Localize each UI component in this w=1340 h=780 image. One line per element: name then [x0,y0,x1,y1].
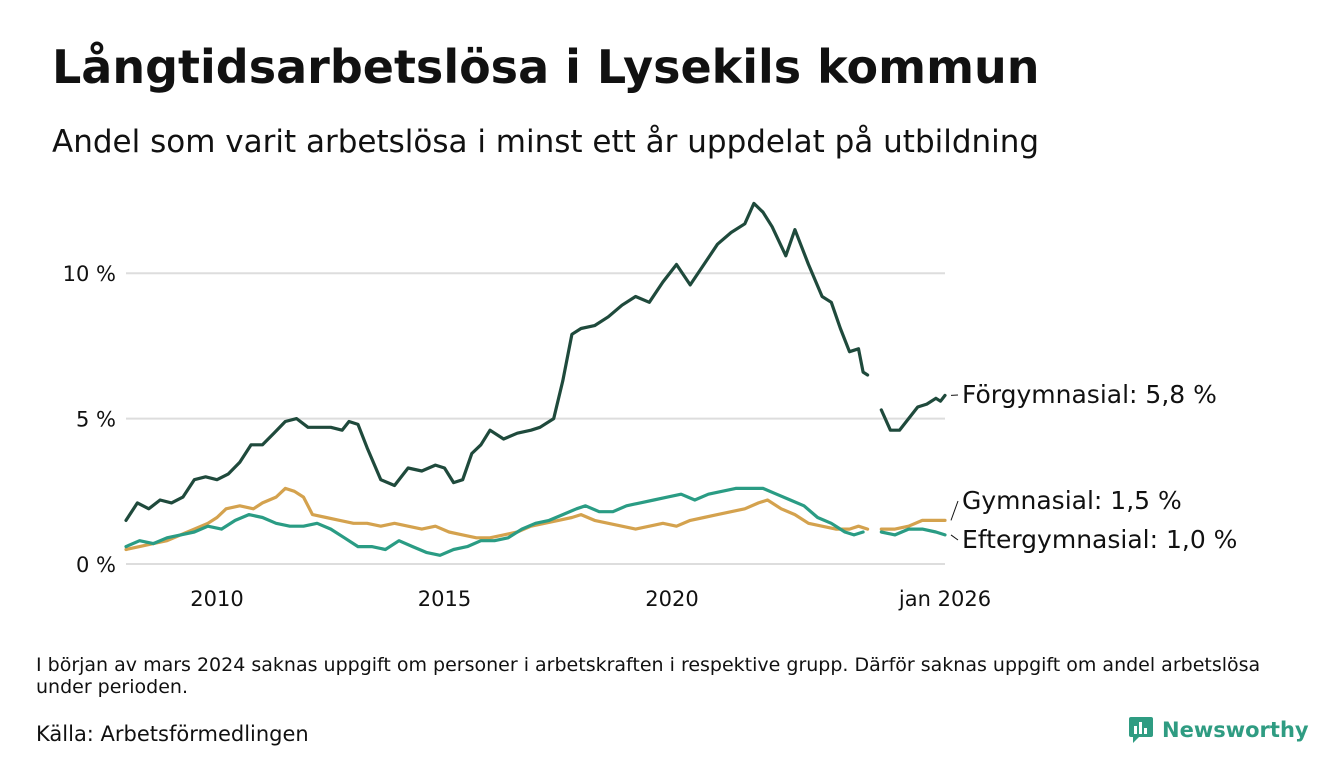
series-label-eftergymnasial: Eftergymnasial: 1,0 % [962,525,1237,554]
chart-title: Långtidsarbetslösa i Lysekils kommun [52,40,1040,94]
newsworthy-logo-icon [1129,717,1153,743]
series-lines [124,201,947,557]
x-tick-label: 2010 [190,587,243,611]
x-tick-label: 2015 [418,587,471,611]
series-line-gymnasial [124,486,947,552]
label-connector [950,500,959,521]
series-end-labels: Förgymnasial: 5,8 % Gymnasial: 1,5 % Efter… [950,380,1237,554]
chart-subtitle: Andel som varit arbetslösa i minst ett å… [52,124,1040,160]
y-tick-label: 5 % [76,408,116,432]
series-line-eftergymnasial [124,486,947,557]
series-label-gymnasial: Gymnasial: 1,5 % [962,486,1182,515]
x-tick-label: 2020 [645,587,698,611]
brand-name: Newsworthy [1162,718,1309,742]
y-tick-label: 10 % [63,262,116,286]
series-label-förgymnasial: Förgymnasial: 5,8 % [962,380,1217,409]
brand-logo: Newsworthy [1128,716,1309,744]
x-tick-label: jan 2026 [898,587,991,611]
source-text: Källa: Arbetsförmedlingen [36,722,309,746]
y-axis-labels: 0 % 5 % 10 % [63,262,116,577]
series-line-förgymnasial [124,201,947,522]
grid-lines [126,272,945,565]
label-connector [950,534,959,541]
y-tick-label: 0 % [76,553,116,577]
footnote: I början av mars 2024 saknas uppgift om … [36,654,1261,698]
line-chart: 0 % 5 % 10 % 2010 2015 2020 jan 2026 Förgymna… [63,201,1237,611]
x-axis-labels: 2010 2015 2020 jan 2026 [190,587,991,611]
